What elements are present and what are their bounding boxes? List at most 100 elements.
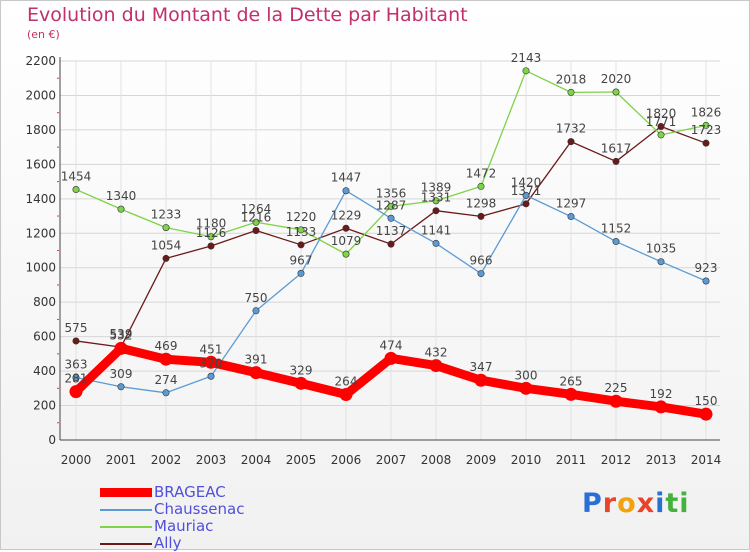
data-label: 1298: [466, 196, 497, 210]
data-label: 1820: [646, 106, 677, 120]
data-label: 1216: [241, 211, 272, 225]
data-point: [117, 383, 125, 391]
legend-swatch: [100, 542, 152, 545]
data-label: 1264: [241, 202, 272, 216]
x-tick-label: 2001: [106, 453, 137, 467]
data-label: 225: [605, 381, 628, 395]
data-label: 469: [155, 339, 178, 353]
x-tick-label: 2007: [376, 453, 407, 467]
data-label: 1420: [511, 175, 542, 189]
data-label: 1220: [286, 210, 317, 224]
data-label: 1126: [196, 226, 227, 240]
data-label: 1297: [556, 197, 587, 211]
data-label: 300: [515, 368, 538, 382]
data-point: [207, 242, 215, 250]
data-point: [72, 337, 80, 345]
data-point: [702, 121, 710, 129]
x-tick-label: 2009: [466, 453, 497, 467]
data-point: [387, 240, 395, 248]
data-point: [657, 131, 665, 139]
data-label: 264: [335, 375, 358, 389]
data-point: [612, 157, 620, 165]
data-point: [342, 250, 350, 258]
data-label: 532: [110, 328, 133, 342]
legend-label: Chaussenac: [154, 500, 245, 518]
data-label: 451: [200, 342, 223, 356]
y-tick-label: 200: [33, 399, 56, 413]
brand-logo: Proxiti: [582, 488, 690, 519]
data-label: 1340: [106, 189, 137, 203]
data-label: 575: [65, 321, 88, 335]
brand-logo-letter: i: [655, 488, 666, 519]
data-point: [72, 186, 80, 194]
x-tick-label: 2010: [511, 453, 542, 467]
y-tick-label: 1200: [25, 226, 56, 240]
data-label: 1723: [691, 123, 722, 137]
x-tick-label: 2002: [151, 453, 182, 467]
data-point: [294, 376, 308, 390]
legend-label: BRAGEAC: [154, 483, 226, 501]
data-label: 1771: [646, 115, 677, 129]
data-point: [522, 191, 530, 199]
data-label: 1079: [331, 234, 362, 248]
data-label: 474: [380, 338, 403, 352]
legend-item: Chaussenac: [100, 501, 244, 518]
x-tick-label: 2003: [196, 453, 227, 467]
data-label: 1152: [601, 222, 632, 236]
data-label: 265: [560, 374, 583, 388]
data-point: [477, 182, 485, 190]
x-tick-label: 2014: [691, 453, 722, 467]
data-label: 967: [290, 253, 313, 267]
data-label: 391: [245, 353, 268, 367]
data-point: [342, 187, 350, 195]
data-label: 1732: [556, 122, 587, 136]
data-point: [162, 254, 170, 262]
chart-unit-label: (en €): [27, 28, 60, 41]
x-tick-label: 2013: [646, 453, 677, 467]
data-point: [429, 359, 443, 373]
data-label: 923: [695, 261, 718, 275]
y-tick-label: 400: [33, 364, 56, 378]
data-point: [252, 218, 260, 226]
data-label: 966: [470, 254, 493, 268]
y-tick-label: 0: [48, 433, 56, 447]
data-label: 1229: [331, 208, 362, 222]
data-point: [162, 389, 170, 397]
x-tick-label: 2006: [331, 453, 362, 467]
data-point: [612, 238, 620, 246]
data-point: [474, 373, 488, 387]
data-point: [207, 233, 215, 241]
y-tick-label: 1600: [25, 157, 56, 171]
legend-swatch: [100, 525, 152, 528]
data-point: [702, 277, 710, 285]
data-point: [339, 388, 353, 402]
legend-label: Ally: [154, 534, 182, 552]
data-label: 309: [110, 367, 133, 381]
data-point: [477, 212, 485, 220]
data-point: [72, 373, 80, 381]
legend: BRAGEAC Chaussenac Mauriac Ally: [100, 484, 244, 552]
brand-logo-letter: x: [636, 488, 656, 519]
data-label: 150: [695, 394, 718, 408]
data-label: 2143: [511, 51, 542, 65]
data-label: 1133: [286, 225, 317, 239]
x-tick-label: 2011: [556, 453, 587, 467]
data-point: [114, 341, 128, 355]
data-point: [432, 197, 440, 205]
data-point: [522, 67, 530, 75]
data-label: 1389: [421, 181, 452, 195]
data-point: [657, 258, 665, 266]
data-label: 329: [290, 363, 313, 377]
data-point: [342, 224, 350, 232]
data-point: [609, 394, 623, 408]
data-point: [699, 407, 713, 421]
data-point: [657, 122, 665, 130]
data-label: 1356: [376, 186, 407, 200]
data-label: 1447: [331, 171, 362, 185]
chart-title: Evolution du Montant de la Dette par Hab…: [27, 4, 468, 26]
data-point: [204, 355, 218, 369]
data-point: [117, 205, 125, 213]
data-label: 1472: [466, 166, 497, 180]
y-tick-label: 800: [33, 295, 56, 309]
